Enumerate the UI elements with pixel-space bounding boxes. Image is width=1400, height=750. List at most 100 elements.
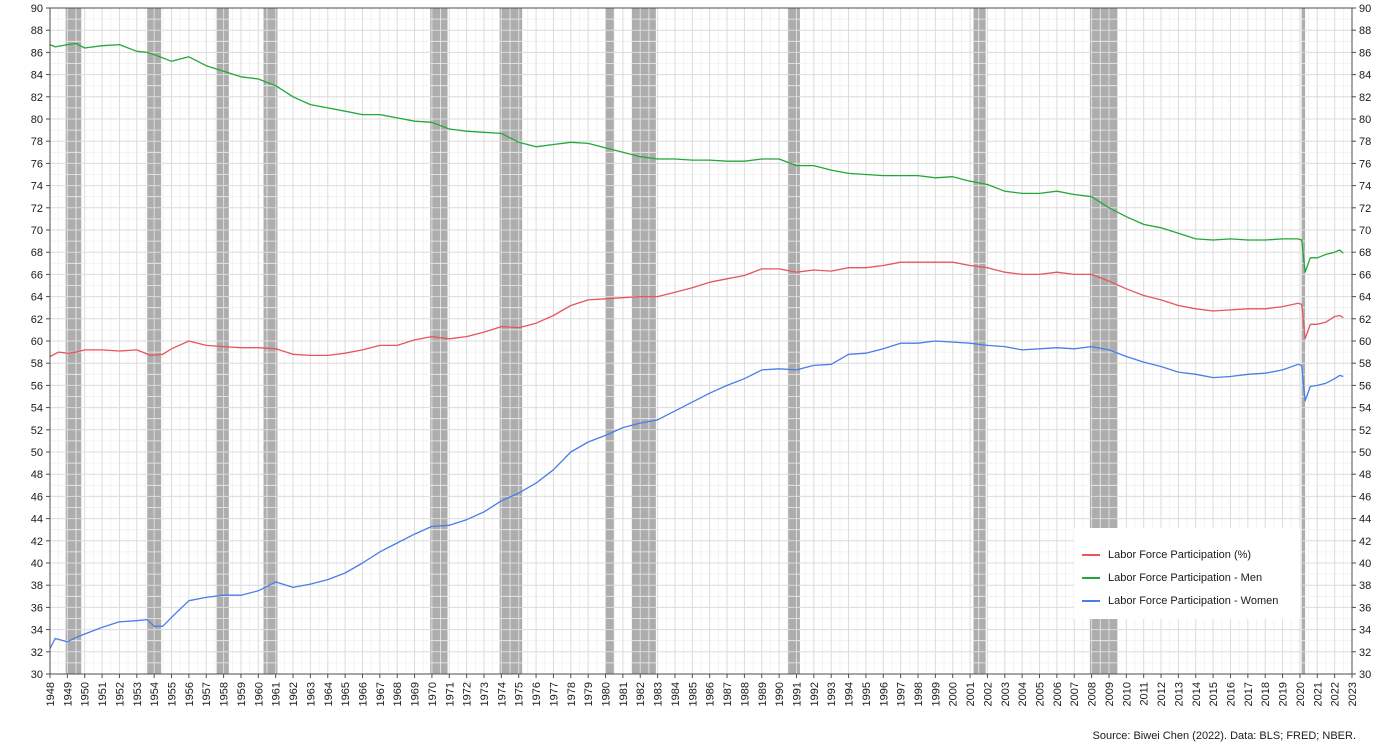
x-tick-label: 2017 xyxy=(1243,682,1255,706)
y-tick-label-left: 54 xyxy=(31,403,43,415)
x-tick-label: 1993 xyxy=(826,682,838,706)
x-tick-label: 1969 xyxy=(410,682,422,706)
x-tick-label: 1979 xyxy=(583,682,595,706)
x-tick-label: 2007 xyxy=(1069,682,1081,706)
y-tick-label-right: 80 xyxy=(1359,114,1371,126)
x-tick-label: 1963 xyxy=(305,682,317,706)
x-tick-label: 1983 xyxy=(653,682,665,706)
x-tick-label: 2001 xyxy=(965,682,977,706)
y-tick-label-left: 46 xyxy=(31,491,43,503)
x-tick-label: 1959 xyxy=(236,682,248,706)
x-tick-label: 1980 xyxy=(601,682,613,706)
x-tick-label: 1968 xyxy=(392,682,404,706)
series-layer xyxy=(49,42,1344,649)
series-line-0 xyxy=(49,261,1344,358)
y-tick-label-right: 62 xyxy=(1359,314,1371,326)
y-tick-label-left: 50 xyxy=(31,447,43,459)
x-tick-label: 1995 xyxy=(861,682,873,706)
y-tick-label-right: 82 xyxy=(1359,92,1371,104)
x-tick-label: 2009 xyxy=(1104,682,1116,706)
x-tick-label: 1966 xyxy=(357,682,369,706)
y-tick-label-right: 52 xyxy=(1359,425,1371,437)
x-tick-label: 1953 xyxy=(132,682,144,706)
legend-item-men: Labor Force Participation - Men xyxy=(1082,570,1262,586)
x-tick-label: 1952 xyxy=(114,682,126,706)
legend-label-women: Labor Force Participation - Women xyxy=(1108,595,1279,607)
y-tick-label-left: 88 xyxy=(31,25,43,37)
x-tick-label: 1970 xyxy=(427,682,439,706)
x-tick-label: 2006 xyxy=(1052,682,1064,706)
y-tick-label-left: 68 xyxy=(31,247,43,259)
x-tick-label: 1981 xyxy=(618,682,630,706)
legend-label-men: Labor Force Participation - Men xyxy=(1108,572,1263,584)
y-tick-label-left: 52 xyxy=(31,425,43,437)
y-tick-label-left: 40 xyxy=(31,558,43,570)
x-tick-label: 1948 xyxy=(45,682,57,706)
y-tick-label-right: 78 xyxy=(1359,136,1371,148)
x-tick-label: 2010 xyxy=(1121,682,1133,706)
x-tick-label: 1958 xyxy=(219,682,231,706)
x-tick-label: 1956 xyxy=(184,682,196,706)
y-tick-label-right: 56 xyxy=(1359,380,1371,392)
x-tick-label: 1984 xyxy=(670,682,682,706)
y-tick-label-right: 90 xyxy=(1359,3,1371,15)
y-tick-label-left: 44 xyxy=(31,514,43,526)
x-tick-label: 1991 xyxy=(791,682,803,706)
y-tick-label-right: 30 xyxy=(1359,669,1371,681)
y-tick-label-left: 38 xyxy=(31,580,43,592)
x-tick-label: 1989 xyxy=(757,682,769,706)
y-tick-label-right: 42 xyxy=(1359,536,1371,548)
x-tick-label: 2000 xyxy=(948,682,960,706)
x-tick-label: 1962 xyxy=(288,682,300,706)
y-tick-label-left: 34 xyxy=(31,625,43,637)
x-tick-label: 2018 xyxy=(1260,682,1272,706)
y-tick-label-left: 48 xyxy=(31,469,43,481)
x-tick-label: 1977 xyxy=(548,682,560,706)
legend-swatch-total xyxy=(1082,554,1100,556)
x-tick-label: 2019 xyxy=(1278,682,1290,706)
series-line-1 xyxy=(49,42,1344,273)
y-tick-label-left: 80 xyxy=(31,114,43,126)
x-tick-label: 2008 xyxy=(1087,682,1099,706)
x-tick-label: 1960 xyxy=(253,682,265,706)
x-tick-label: 1997 xyxy=(896,682,908,706)
x-tick-label: 2012 xyxy=(1156,682,1168,706)
x-tick-label: 2021 xyxy=(1312,682,1324,706)
x-tick-label: 1957 xyxy=(201,682,213,706)
y-tick-label-right: 40 xyxy=(1359,558,1371,570)
legend-swatch-men xyxy=(1082,577,1100,579)
legend-swatch-women xyxy=(1082,600,1100,602)
x-tick-label: 2016 xyxy=(1225,682,1237,706)
x-tick-label: 1965 xyxy=(340,682,352,706)
x-tick-label: 2003 xyxy=(1000,682,1012,706)
x-tick-label: 1975 xyxy=(514,682,526,706)
y-tick-label-right: 38 xyxy=(1359,580,1371,592)
legend-label-total: Labor Force Participation (%) xyxy=(1108,549,1252,561)
x-tick-label: 1971 xyxy=(444,682,456,706)
y-tick-label-left: 36 xyxy=(31,602,43,614)
y-tick-label-left: 82 xyxy=(31,92,43,104)
y-tick-label-right: 84 xyxy=(1359,70,1371,82)
x-tick-label: 2020 xyxy=(1295,682,1307,706)
y-tick-label-left: 90 xyxy=(31,3,43,15)
y-tick-label-right: 64 xyxy=(1359,292,1371,304)
x-tick-label: 1999 xyxy=(930,682,942,706)
x-tick-label: 1998 xyxy=(913,682,925,706)
x-tick-label: 1978 xyxy=(566,682,578,706)
y-tick-label-right: 66 xyxy=(1359,269,1371,281)
x-tick-label: 2023 xyxy=(1347,682,1359,706)
x-tick-label: 1987 xyxy=(722,682,734,706)
x-tick-label: 2004 xyxy=(1017,682,1029,706)
y-tick-label-left: 56 xyxy=(31,380,43,392)
y-tick-label-left: 74 xyxy=(31,181,43,193)
legend-item-women: Labor Force Participation - Women xyxy=(1082,593,1278,609)
x-tick-label: 1950 xyxy=(80,682,92,706)
y-tick-label-right: 88 xyxy=(1359,25,1371,37)
axis-layer: 30 30 32 32 34 34 36 36 38 38 40 40 42 42 44 44 46 46 48 48… xyxy=(31,3,1372,706)
y-tick-label-left: 86 xyxy=(31,47,43,59)
x-tick-label: 2022 xyxy=(1330,682,1342,706)
x-tick-label: 1988 xyxy=(739,682,751,706)
x-tick-label: 1972 xyxy=(462,682,474,706)
y-tick-label-right: 32 xyxy=(1359,647,1371,659)
